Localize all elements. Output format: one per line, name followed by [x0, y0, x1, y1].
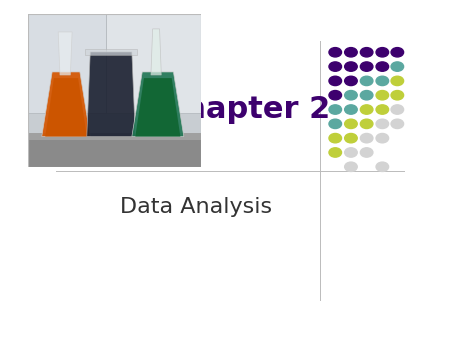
Circle shape	[345, 76, 357, 86]
Circle shape	[391, 119, 404, 128]
Bar	[85, 49, 137, 55]
Circle shape	[329, 48, 342, 57]
Circle shape	[345, 91, 357, 100]
Circle shape	[345, 48, 357, 57]
Circle shape	[376, 134, 389, 143]
Circle shape	[376, 62, 389, 71]
Circle shape	[391, 105, 404, 114]
Polygon shape	[151, 29, 161, 75]
Text: Data Analysis: Data Analysis	[120, 197, 272, 217]
Circle shape	[360, 76, 373, 86]
Circle shape	[360, 48, 373, 57]
Bar	[106, 14, 201, 114]
Circle shape	[376, 91, 389, 100]
Circle shape	[345, 148, 357, 157]
Polygon shape	[132, 72, 184, 137]
Bar	[28, 137, 201, 167]
Circle shape	[391, 48, 404, 57]
Circle shape	[329, 91, 342, 100]
Bar	[28, 134, 201, 140]
Bar	[28, 14, 106, 114]
Circle shape	[329, 76, 342, 86]
Circle shape	[360, 134, 373, 143]
Circle shape	[329, 105, 342, 114]
Circle shape	[391, 91, 404, 100]
Circle shape	[345, 162, 357, 171]
Text: Chapter 2: Chapter 2	[162, 95, 330, 124]
Circle shape	[376, 48, 389, 57]
Circle shape	[376, 162, 389, 171]
Circle shape	[345, 119, 357, 128]
Polygon shape	[135, 78, 180, 137]
Circle shape	[345, 134, 357, 143]
Polygon shape	[58, 32, 72, 75]
Polygon shape	[45, 78, 87, 137]
Circle shape	[360, 105, 373, 114]
Polygon shape	[87, 52, 135, 137]
Circle shape	[345, 62, 357, 71]
Circle shape	[391, 76, 404, 86]
Circle shape	[391, 62, 404, 71]
Circle shape	[360, 148, 373, 157]
Circle shape	[329, 62, 342, 71]
Circle shape	[376, 76, 389, 86]
Circle shape	[360, 62, 373, 71]
Circle shape	[345, 105, 357, 114]
Circle shape	[329, 134, 342, 143]
Polygon shape	[42, 72, 90, 137]
Circle shape	[376, 105, 389, 114]
Circle shape	[360, 91, 373, 100]
Circle shape	[360, 119, 373, 128]
Circle shape	[329, 119, 342, 128]
Circle shape	[329, 148, 342, 157]
Circle shape	[376, 119, 389, 128]
